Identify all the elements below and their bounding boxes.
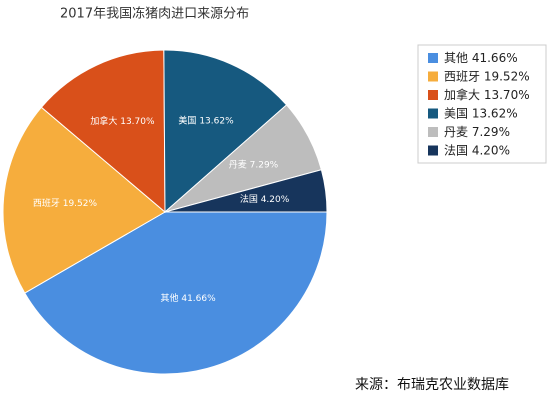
- data-label-value: 7.29%: [250, 160, 279, 170]
- pie-slice: [40, 49, 166, 214]
- data-label-name: 加拿大: [90, 115, 117, 127]
- legend-value: 4.20%: [472, 143, 510, 157]
- data-label: 丹麦 7.29%: [229, 158, 279, 170]
- legend-label: 法国 4.20%: [444, 143, 510, 157]
- pie-slice: [24, 211, 328, 375]
- pie-slice: [163, 49, 288, 214]
- legend-name: 法国: [444, 143, 468, 157]
- legend-swatch: [428, 90, 438, 100]
- legend-swatch: [428, 108, 438, 119]
- legend-label: 美国 13.62%: [444, 106, 518, 120]
- data-label-value: 41.66%: [181, 294, 216, 304]
- legend-name: 美国: [444, 106, 468, 120]
- legend-swatch: [428, 71, 438, 82]
- data-label: 美国 13.62%: [178, 114, 234, 126]
- data-label: 法国 4.20%: [240, 192, 290, 204]
- source-note: 来源：布瑞克农业数据库: [355, 377, 509, 393]
- data-label: 其他 41.66%: [160, 292, 216, 304]
- legend-label: 加拿大 13.70%: [444, 87, 530, 102]
- data-label: 加拿大 13.70%: [90, 115, 155, 127]
- legend-label: 西班牙 19.52%: [444, 69, 530, 83]
- legend-name: 丹麦: [444, 125, 468, 139]
- legend-value: 7.29%: [472, 125, 510, 139]
- legend-label: 丹麦 7.29%: [444, 125, 510, 139]
- legend-name: 西班牙: [444, 69, 480, 83]
- data-label-value: 13.62%: [199, 116, 234, 126]
- pie-slice: [164, 169, 328, 213]
- legend-box: [417, 44, 547, 164]
- data-label-name: 美国: [178, 114, 196, 126]
- data-label-name: 丹麦: [229, 158, 247, 170]
- legend-value: 41.66%: [472, 51, 518, 65]
- data-label-name: 其他: [160, 292, 178, 304]
- data-label-name: 西班牙: [33, 197, 60, 209]
- legend-label: 其他 41.66%: [444, 51, 518, 65]
- legend-swatch: [428, 53, 438, 63]
- data-label-name: 法国: [240, 192, 258, 204]
- chart-title: 2017年我国冻猪肉进口来源分布: [60, 6, 249, 22]
- legend-swatch: [428, 145, 438, 156]
- data-label-value: 19.52%: [63, 199, 98, 209]
- legend-value: 19.52%: [484, 69, 530, 83]
- data-label: 西班牙 19.52%: [33, 197, 98, 209]
- legend-value: 13.62%: [472, 106, 518, 120]
- data-label-value: 4.20%: [261, 194, 290, 204]
- legend-name: 其他: [444, 51, 468, 65]
- data-label-value: 13.70%: [120, 117, 155, 127]
- legend-name: 加拿大: [444, 87, 480, 102]
- legend-value: 13.70%: [484, 88, 530, 102]
- legend-swatch: [428, 127, 438, 137]
- pie-slice: [2, 106, 166, 294]
